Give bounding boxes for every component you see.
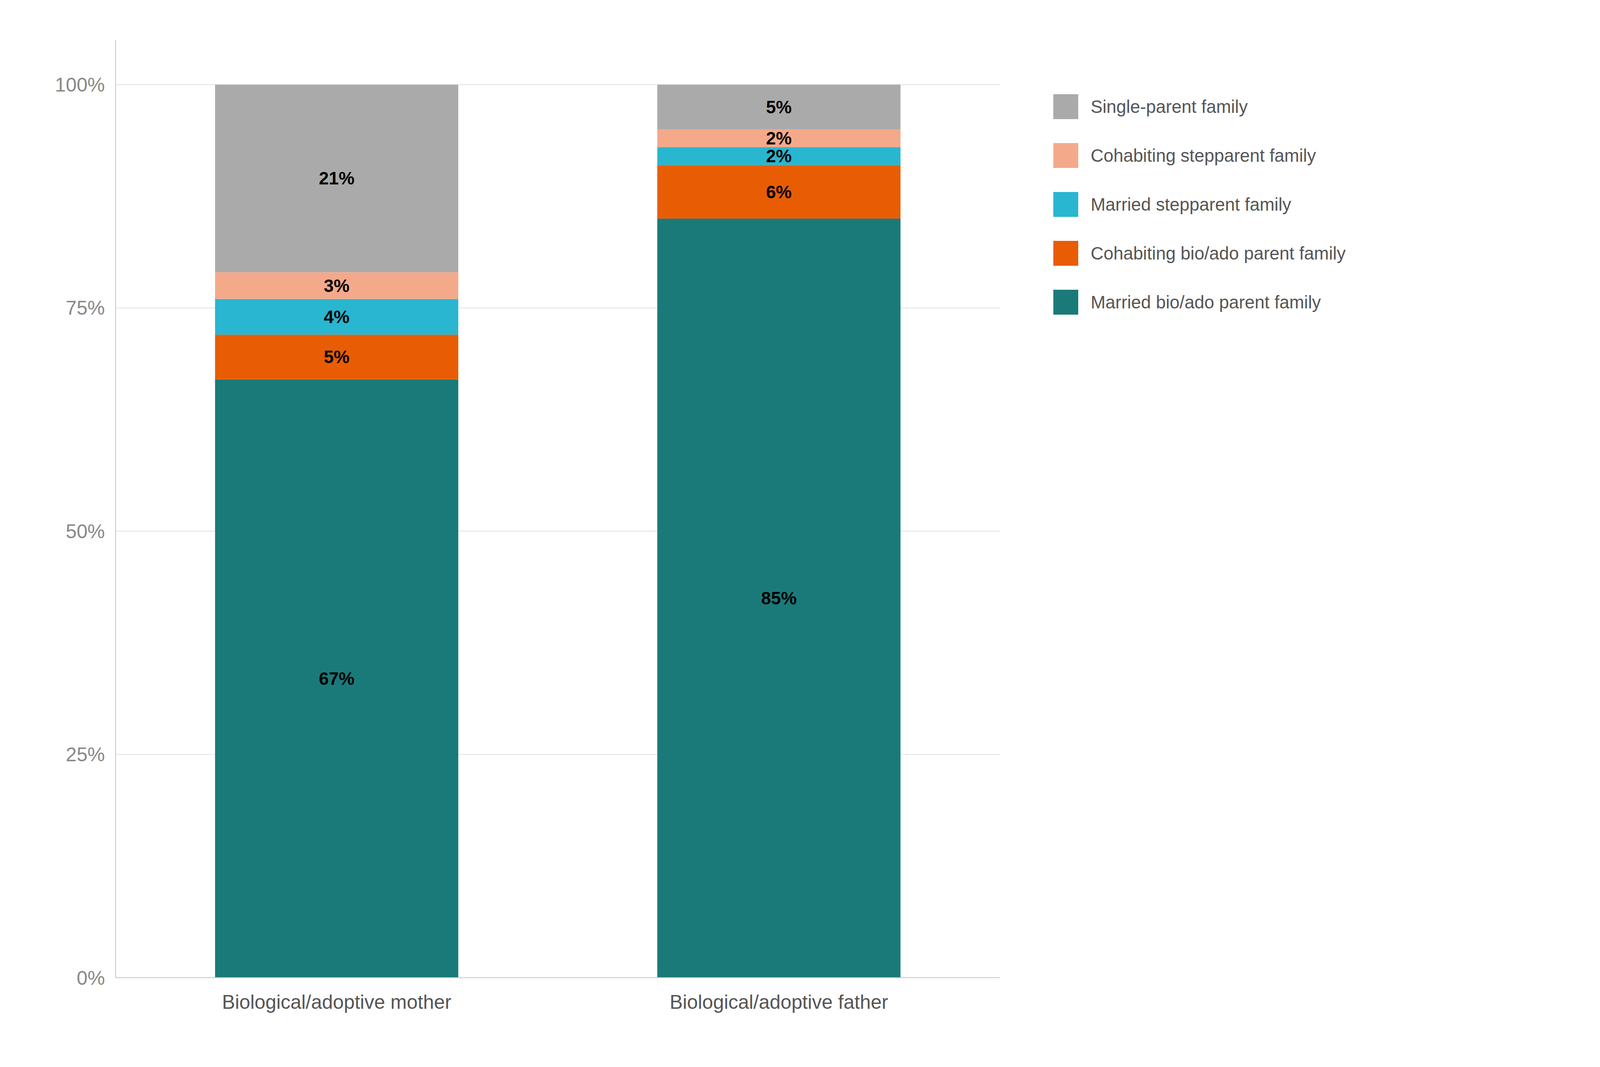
data-labels: 67% 85% 5% 6% 4% 2% 3% 2% 21% 5% xyxy=(318,97,797,689)
data-label: 2% xyxy=(766,128,792,148)
data-label: 5% xyxy=(766,97,792,117)
y-tick-label: 0% xyxy=(76,967,105,989)
data-label: 21% xyxy=(318,168,355,188)
legend-swatch xyxy=(1053,289,1079,315)
y-axis: 0% 25% 50% 75% 100% xyxy=(54,73,1000,989)
y-axis-line xyxy=(115,40,116,978)
bar-segment xyxy=(215,334,459,380)
y-tick-label: 75% xyxy=(65,296,105,319)
y-tick-label: 100% xyxy=(54,73,105,96)
bar-segment xyxy=(215,299,459,335)
data-label: 2% xyxy=(766,146,792,166)
legend-label: Cohabiting stepparent family xyxy=(1090,145,1316,166)
bar-segment xyxy=(657,218,901,978)
data-label: 85% xyxy=(760,588,797,608)
bar-segment xyxy=(215,84,459,272)
x-tick-label: Biological/adoptive mother xyxy=(221,991,452,1013)
bar-segment xyxy=(215,272,459,299)
x-tick-label: Biological/adoptive father xyxy=(669,991,889,1013)
legend-swatch xyxy=(1053,143,1079,168)
chart: 0% 25% 50% 75% 100% 67% 85% 5% 6% 4% 2% 3% 2% 21% 5% Bi… xyxy=(0,0,1600,1067)
legend-swatch xyxy=(1053,192,1079,217)
data-label: 4% xyxy=(324,307,350,327)
x-axis: Biological/adoptive mother Biological/ado… xyxy=(221,991,888,1013)
legend-swatch xyxy=(1053,94,1079,120)
y-tick-label: 50% xyxy=(65,520,105,543)
y-tick-label: 25% xyxy=(65,743,105,766)
grid-line xyxy=(115,977,1000,979)
legend-label: Married stepparent family xyxy=(1090,194,1292,215)
legend-label: Single-parent family xyxy=(1090,96,1248,117)
legend-label: Cohabiting bio/ado parent family xyxy=(1090,243,1346,264)
data-label: 6% xyxy=(766,182,792,202)
data-label: 3% xyxy=(324,276,350,296)
bar-segment xyxy=(657,84,901,129)
data-label: 67% xyxy=(318,668,355,689)
bar-segment xyxy=(215,379,459,978)
background xyxy=(0,0,1600,1067)
bar-segment xyxy=(657,164,901,219)
bars xyxy=(215,84,901,978)
data-label: 5% xyxy=(324,347,350,367)
x-axis-line xyxy=(115,977,1000,979)
legend-label: Married bio/ado parent family xyxy=(1090,292,1321,312)
legend-swatch xyxy=(1053,240,1079,266)
legend: Single-parent family Cohabiting stepparen… xyxy=(1053,94,1346,315)
